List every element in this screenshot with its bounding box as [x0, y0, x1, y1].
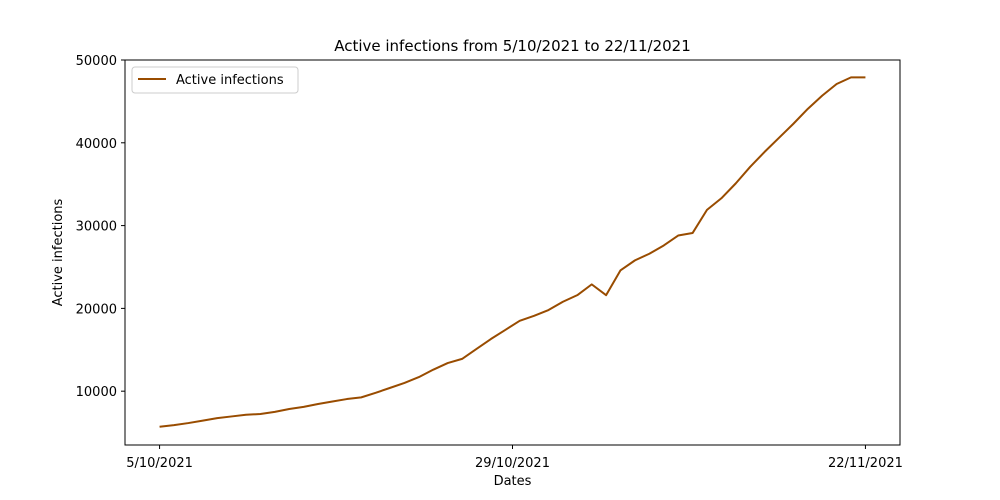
x-axis: 5/10/2021 29/10/2021 22/11/2021 — [126, 445, 903, 471]
y-tick-label: 50000 — [76, 54, 117, 69]
series-line — [159, 76, 866, 428]
x-tick-label: 29/10/2021 — [475, 456, 550, 471]
y-tick-label: 20000 — [76, 302, 117, 317]
x-axis-label: Dates — [494, 474, 532, 489]
y-tick-label: 30000 — [76, 220, 117, 235]
legend: Active infections — [131, 66, 299, 94]
y-tick-label: 10000 — [76, 385, 117, 400]
y-tick-label: 40000 — [76, 137, 117, 152]
legend-label: Active infections — [176, 73, 284, 88]
legend-box — [131, 66, 299, 94]
x-tick-label: 22/11/2021 — [828, 456, 903, 471]
y-axis: 10000 20000 30000 40000 50000 — [76, 54, 125, 400]
y-axis-label: Active infections — [51, 198, 66, 306]
chart-title: Active infections from 5/10/2021 to 22/1… — [334, 37, 691, 55]
plot-area — [159, 76, 866, 428]
x-tick-label: 5/10/2021 — [126, 456, 193, 471]
